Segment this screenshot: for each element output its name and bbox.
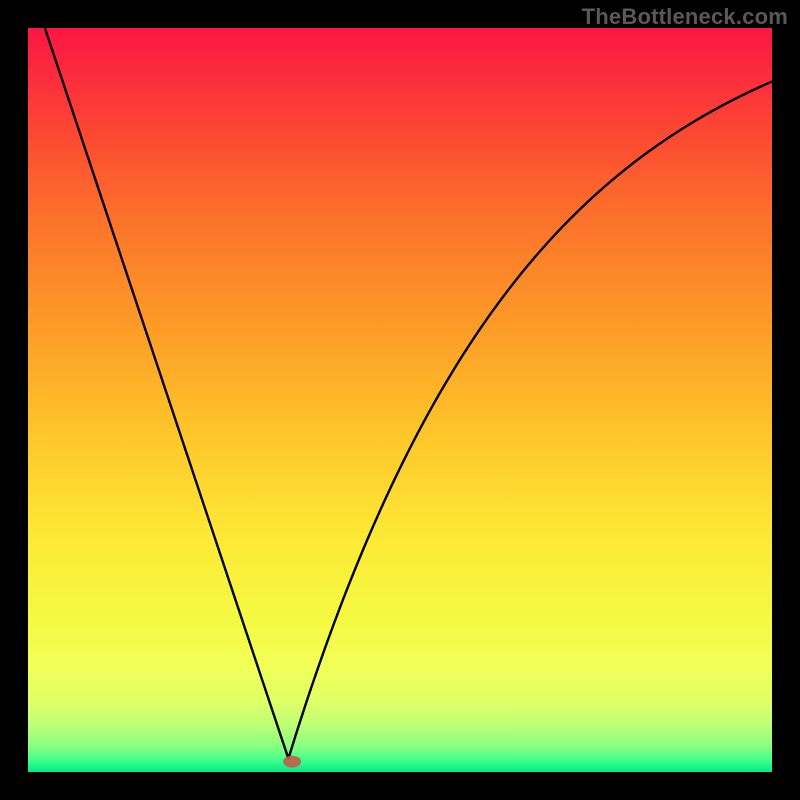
chart-frame: TheBottleneck.com — [0, 0, 800, 800]
watermark-text: TheBottleneck.com — [582, 4, 788, 30]
minimum-marker — [283, 756, 301, 768]
gradient-background — [28, 28, 772, 772]
plot-area — [28, 28, 772, 772]
